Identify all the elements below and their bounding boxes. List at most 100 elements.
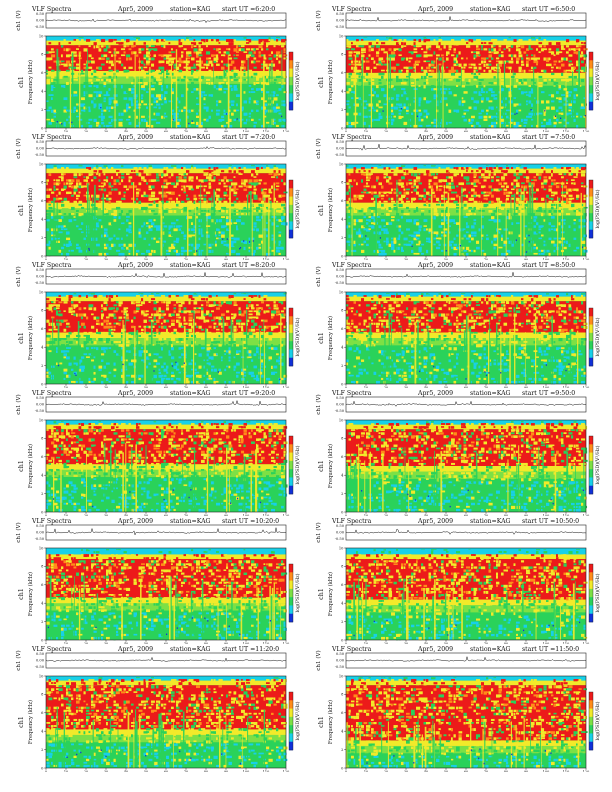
spectrogram-cell [501, 100, 503, 104]
spectrogram-cell [351, 63, 355, 66]
spectrogram-cell [446, 66, 449, 69]
spectrogram-cell [511, 112, 514, 115]
spectrogram-cell [256, 115, 259, 118]
spectrogram-cell [376, 85, 379, 89]
spectrogram-cell [111, 36, 114, 39]
spectrogram-cell [546, 60, 550, 63]
spectrogram-cell [463, 63, 467, 67]
spectrogram-cell [63, 368, 68, 372]
spectrogram-cell [216, 228, 220, 231]
spectrogram-cell [481, 164, 484, 168]
sferic-streak [408, 72, 411, 128]
spectrogram-cell [391, 237, 393, 240]
spectrogram-cell [168, 100, 173, 103]
spectrogram-cell [228, 63, 233, 67]
spectrogram-cell [373, 249, 376, 253]
spectrogram-cell [86, 176, 90, 179]
spectrogram-cell [558, 173, 563, 176]
spectrogram-cell [486, 109, 489, 112]
spectrogram-cell [531, 109, 534, 112]
spectrogram-cell [428, 194, 433, 197]
spectrogram-cell [108, 200, 111, 204]
spectrogram-cell [578, 54, 583, 58]
spectrogram-cell [128, 222, 132, 225]
spectrogram-cell [88, 60, 93, 63]
spectrogram-cell [233, 72, 238, 76]
spectrogram-cell [81, 103, 85, 107]
spectrogram-cell [526, 170, 529, 174]
spectrogram-cell [383, 75, 386, 79]
spectrogram-cell [566, 91, 569, 95]
spectrogram-cell [71, 249, 74, 252]
spectrogram-cell [56, 179, 60, 182]
spectrogram-cell [276, 106, 280, 109]
spectrogram-cell [128, 228, 132, 232]
spectrogram-cell [421, 216, 423, 220]
spectrogram-cell [506, 66, 509, 69]
spectrogram-cell [253, 240, 258, 243]
spectrogram-cell [78, 249, 83, 253]
sferic-streak [211, 195, 213, 256]
spectrogram-cell [158, 39, 162, 42]
spectrogram-cell [533, 191, 536, 194]
spectrogram-cell [446, 115, 449, 119]
spectrogram-cell [388, 176, 392, 180]
spectrogram-cell [253, 191, 256, 195]
spectrogram-cell [63, 48, 66, 52]
spectrogram-cell [413, 234, 418, 238]
spectrogram-cell [526, 176, 530, 179]
spectrogram-cell [281, 45, 285, 48]
spectrogram-cell [56, 182, 60, 186]
spectrogram-cell [368, 82, 372, 86]
spectrogram-cell [548, 188, 552, 192]
spectrogram-cell [63, 170, 67, 173]
spectrogram-cell [228, 124, 233, 128]
spectrogram-cell [531, 91, 535, 94]
sferic-streak [439, 70, 441, 128]
spectrogram-cell [458, 167, 463, 170]
spectrogram-cell [241, 240, 245, 243]
spectrogram-cell [548, 234, 553, 237]
spectrogram-cell [183, 188, 186, 192]
spectrogram-cell [413, 39, 417, 42]
spectrogram-cell [91, 60, 95, 64]
spectrogram-cell [176, 78, 180, 81]
spectrogram-cell [61, 45, 64, 48]
spectrogram-cell [158, 191, 163, 195]
spectrogram-band-top [46, 164, 286, 169]
spectrogram-cell [473, 94, 477, 96]
spectrogram-cell [346, 200, 350, 204]
spectrogram-cell [491, 115, 494, 119]
spectrogram-cell [378, 225, 382, 229]
spectrogram-cell [278, 54, 282, 58]
spectrogram-cell [151, 39, 154, 42]
spectrogram-cell [211, 94, 215, 97]
spectrogram-cell [246, 48, 251, 51]
spectrogram-cell [393, 191, 398, 195]
spectrogram-cell [206, 234, 210, 238]
y-tick-label: 0 [41, 254, 44, 258]
spectrogram-cell [456, 246, 459, 249]
x-tick-label: 60 [464, 258, 468, 260]
spectrogram-cell [523, 91, 528, 94]
spectrogram-cell [156, 97, 159, 100]
spectrogram-cell [541, 225, 544, 228]
spectrogram-cell [491, 219, 494, 221]
spectrogram-cell [553, 249, 556, 253]
spectrogram-cell [436, 203, 440, 206]
spectrogram-cell [511, 194, 515, 197]
spectrogram-cell [513, 85, 518, 88]
spectrogram-cell [473, 231, 477, 235]
spectrogram-cell [453, 252, 457, 257]
spectrogram-cell [171, 57, 175, 61]
spectrogram-cell [83, 82, 86, 85]
spectrogram-cell [268, 36, 271, 40]
spectrogram-band-top [346, 164, 586, 169]
spectrogram-cell [258, 237, 262, 240]
spectrogram-cell [506, 85, 510, 88]
spectrogram-cell [476, 121, 480, 125]
spectrogram-cell [96, 124, 99, 127]
spectrogram-cell [53, 82, 56, 84]
spectrogram-cell [451, 185, 455, 189]
spectrogram-cell [226, 118, 230, 123]
